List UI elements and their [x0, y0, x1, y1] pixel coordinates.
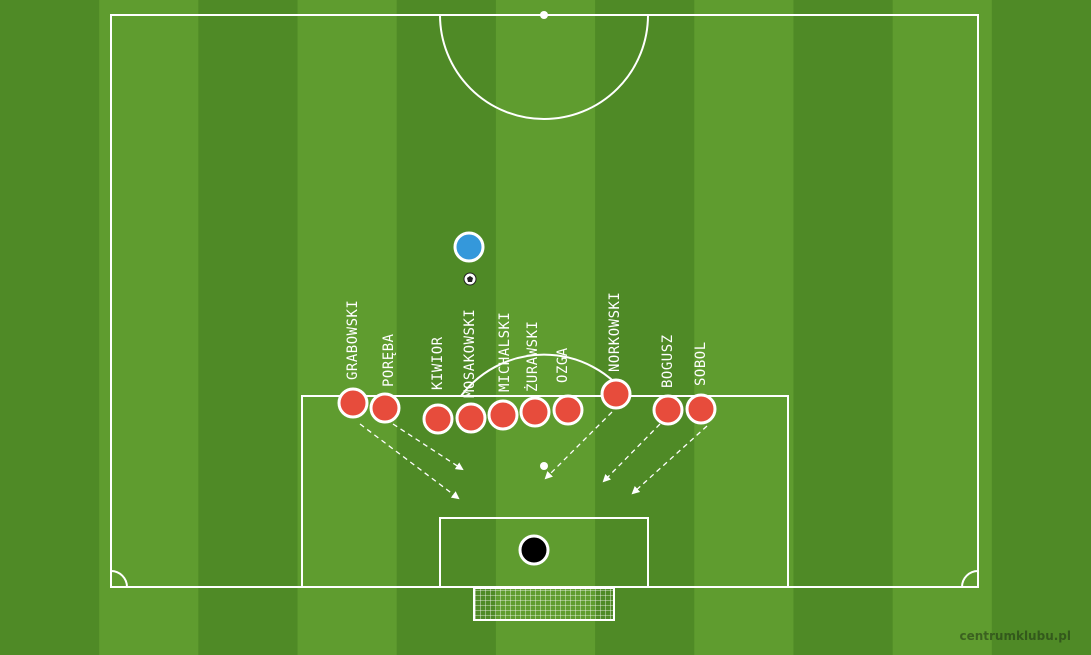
- player-token-kiwior[interactable]: [422, 403, 454, 435]
- arrow-sobol: [631, 425, 708, 495]
- grass-stripe: [892, 0, 993, 655]
- grass-stripe: [595, 0, 695, 655]
- grass-stripe: [99, 0, 199, 655]
- player-token-mosakowski[interactable]: [455, 402, 487, 434]
- player-label-zurawski: ŻURAWSKI: [523, 321, 541, 392]
- player-label-sobol: SOBOL: [693, 341, 709, 386]
- goalkeeper-token[interactable]: [518, 534, 550, 566]
- ball-icon[interactable]: [463, 272, 477, 286]
- player-token-michalski[interactable]: [487, 399, 519, 431]
- player-label-norkowski: NORKOWSKI: [607, 292, 623, 372]
- grass-stripe: [0, 0, 100, 655]
- player-token-grabowski[interactable]: [337, 387, 369, 419]
- center-spot: [540, 11, 548, 19]
- center-circle: [439, 14, 649, 120]
- grass-stripe: [793, 0, 894, 655]
- player-label-mosakowski: MOSAKOWSKI: [462, 309, 478, 398]
- penalty-spot: [540, 462, 548, 470]
- arrow-norkowski: [544, 411, 613, 480]
- grass-stripe: [991, 0, 1091, 655]
- corner-arc-left: [110, 570, 128, 588]
- arrow-poreba: [392, 423, 464, 471]
- corner-arc-right: [961, 570, 979, 588]
- player-labels: GRABOWSKI PORĘBA KIWIOR MOSAKOWSKI MICHA…: [345, 292, 709, 398]
- player-token-zurawski[interactable]: [519, 396, 551, 428]
- player-label-bogusz: BOGUSZ: [660, 334, 676, 388]
- player-token-poreba[interactable]: [369, 392, 401, 424]
- player-token-bogusz[interactable]: [652, 394, 684, 426]
- player-token-sobol[interactable]: [685, 393, 717, 425]
- grass-stripe: [297, 0, 398, 655]
- player-token-ozga[interactable]: [552, 394, 584, 426]
- attacker-token[interactable]: [453, 231, 485, 263]
- goal-net: [473, 587, 615, 621]
- player-label-poreba: PORĘBA: [381, 333, 397, 387]
- player-tokens: [337, 231, 717, 566]
- grass-stripe: [396, 0, 497, 655]
- grass-stripe: [198, 0, 299, 655]
- penalty-arc: [460, 353, 628, 397]
- arrow-bogusz: [602, 423, 661, 483]
- player-label-ozga: OZGA: [555, 347, 571, 383]
- player-label-kiwior: KIWIOR: [430, 336, 446, 390]
- grass-stripe: [694, 0, 794, 655]
- player-token-norkowski[interactable]: [600, 378, 632, 410]
- movement-arrows: [359, 411, 708, 500]
- player-label-michalski: MICHALSKI: [497, 312, 513, 392]
- arrow-grabowski: [359, 423, 460, 500]
- watermark: centrumklubu.pl: [959, 629, 1071, 643]
- player-label-grabowski: GRABOWSKI: [345, 300, 361, 380]
